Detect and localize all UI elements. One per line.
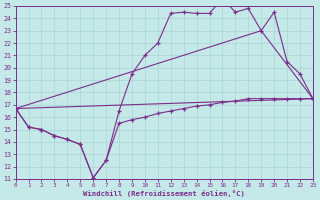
X-axis label: Windchill (Refroidissement éolien,°C): Windchill (Refroidissement éolien,°C)	[83, 190, 245, 197]
